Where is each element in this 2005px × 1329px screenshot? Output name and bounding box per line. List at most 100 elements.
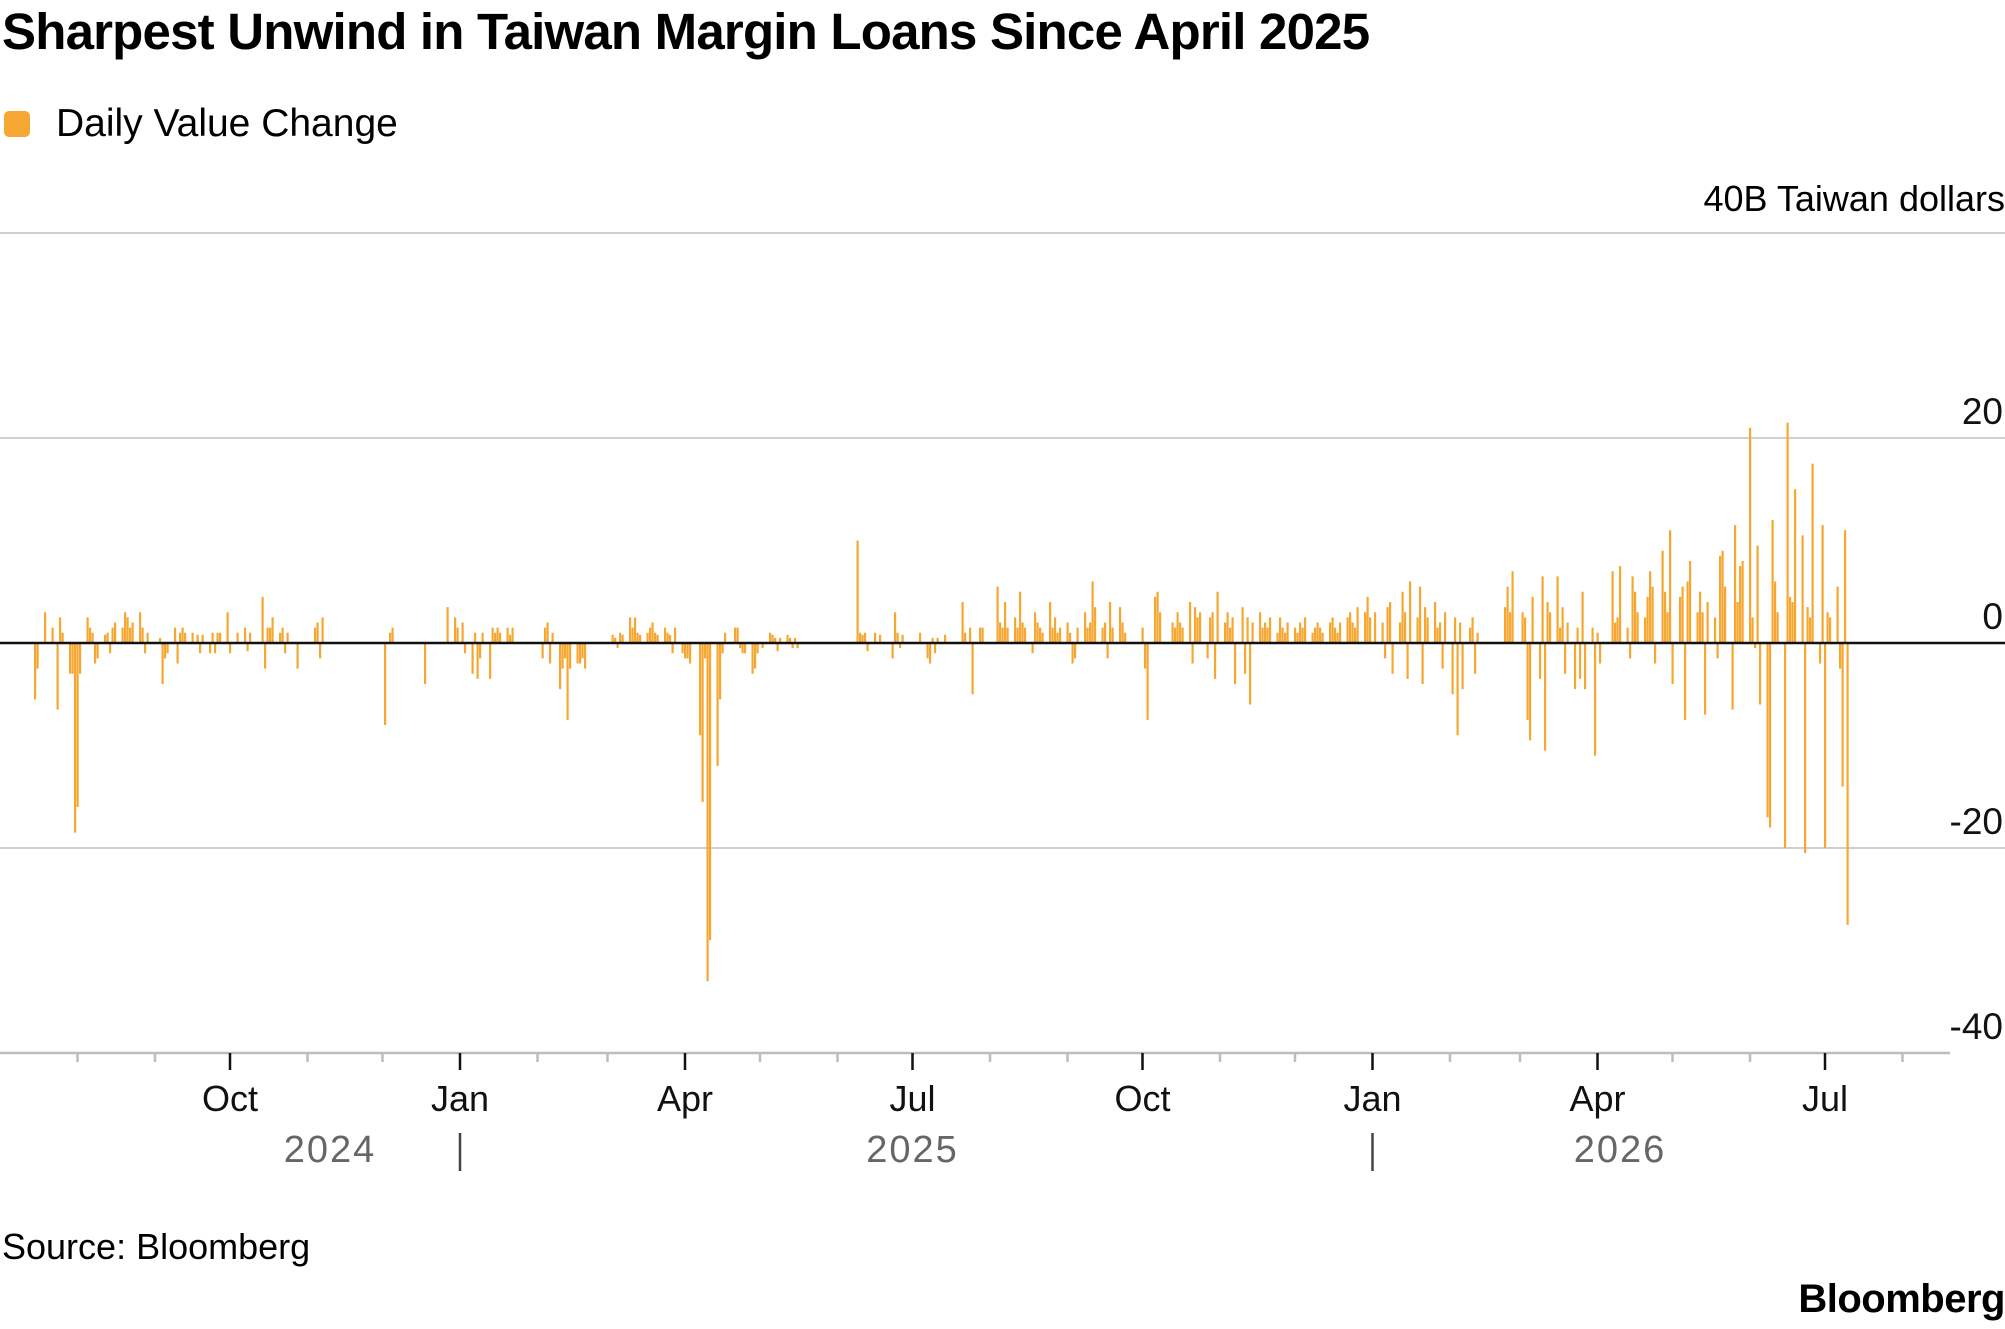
- bar: [1454, 617, 1457, 643]
- bar: [1561, 607, 1564, 643]
- bar: [1671, 643, 1674, 684]
- bar: [424, 643, 427, 684]
- bar: [874, 632, 877, 643]
- bar: [634, 617, 637, 643]
- bar: [1469, 627, 1472, 643]
- bar: [671, 643, 674, 654]
- bar: [1266, 627, 1269, 643]
- bar: [1054, 617, 1057, 643]
- bar: [721, 643, 724, 654]
- y-tick-label: -20: [1950, 801, 2003, 842]
- bar: [544, 627, 547, 643]
- bar: [1086, 627, 1089, 643]
- bar: [1684, 643, 1687, 720]
- bar: [1724, 586, 1727, 643]
- bar: [901, 634, 904, 643]
- bar: [74, 643, 77, 833]
- bar: [1706, 602, 1709, 643]
- bar: [861, 634, 864, 643]
- bar: [1794, 489, 1797, 643]
- legend-label: Daily Value Change: [56, 102, 398, 145]
- bar: [1401, 591, 1404, 643]
- bar: [1021, 622, 1024, 643]
- bar: [1384, 643, 1387, 659]
- bar: [1354, 627, 1357, 643]
- bar: [199, 643, 202, 654]
- bar: [1049, 602, 1052, 643]
- bar: [1336, 632, 1339, 643]
- bar: [1599, 643, 1602, 664]
- bar: [1416, 617, 1419, 643]
- bar: [96, 643, 99, 659]
- legend: Daily Value Change: [4, 102, 398, 146]
- bar: [491, 627, 494, 643]
- bar: [774, 637, 777, 643]
- bar: [121, 627, 124, 643]
- bar: [106, 632, 109, 643]
- bar: [1234, 643, 1237, 684]
- bar: [489, 643, 492, 679]
- bar: [1259, 612, 1262, 643]
- bar: [1269, 617, 1272, 643]
- bar: [1804, 643, 1807, 854]
- bar: [1451, 643, 1454, 695]
- bar: [281, 627, 284, 643]
- bar: [656, 634, 659, 643]
- bar: [699, 643, 702, 736]
- bar: [1549, 612, 1552, 643]
- bar: [1334, 627, 1337, 643]
- bar: [36, 643, 39, 669]
- bar: [981, 627, 984, 643]
- bar: [1819, 643, 1822, 664]
- bar: [494, 632, 497, 643]
- bar: [1071, 643, 1074, 664]
- bar: [569, 643, 572, 669]
- bar: [76, 643, 79, 807]
- bar: [79, 643, 82, 674]
- bar: [1734, 525, 1737, 643]
- bar: [1346, 617, 1349, 643]
- bar: [164, 643, 167, 659]
- bar: [1444, 612, 1447, 643]
- bar: [1591, 627, 1594, 643]
- bar: [1629, 643, 1632, 659]
- bar: [1699, 591, 1702, 643]
- grid-layer: [0, 232, 2005, 849]
- bar: [559, 643, 562, 690]
- bar: [1421, 643, 1424, 684]
- bar: [1456, 643, 1459, 736]
- chart-title: Sharpest Unwind in Taiwan Margin Loans S…: [2, 3, 1370, 60]
- bar: [249, 632, 252, 643]
- bar: [1506, 586, 1509, 643]
- bar: [1476, 632, 1479, 643]
- bar: [1351, 622, 1354, 643]
- bar: [1509, 612, 1512, 643]
- bar: [1634, 591, 1637, 643]
- bar: [649, 627, 652, 643]
- bar: [1211, 612, 1214, 643]
- bar: [686, 643, 689, 659]
- bar: [631, 627, 634, 643]
- x-tick-label: Jan: [431, 1078, 489, 1119]
- bar: [561, 643, 564, 669]
- bar: [1109, 602, 1112, 643]
- bar: [1074, 643, 1077, 659]
- bar: [1279, 617, 1282, 643]
- bar: [1299, 622, 1302, 643]
- bar: [1801, 535, 1804, 643]
- bar: [1409, 581, 1412, 643]
- bar: [1426, 617, 1429, 643]
- bar: [141, 627, 144, 643]
- bar: [191, 632, 194, 643]
- bar: [1031, 643, 1034, 654]
- bar: [1159, 612, 1162, 643]
- bar: [1649, 571, 1652, 643]
- bar: [269, 627, 272, 643]
- bar: [859, 632, 862, 643]
- bar: [1544, 643, 1547, 751]
- bar: [576, 643, 579, 664]
- bar: [211, 632, 214, 643]
- bar: [391, 627, 394, 643]
- bar: [616, 643, 619, 649]
- bar: [1839, 643, 1842, 669]
